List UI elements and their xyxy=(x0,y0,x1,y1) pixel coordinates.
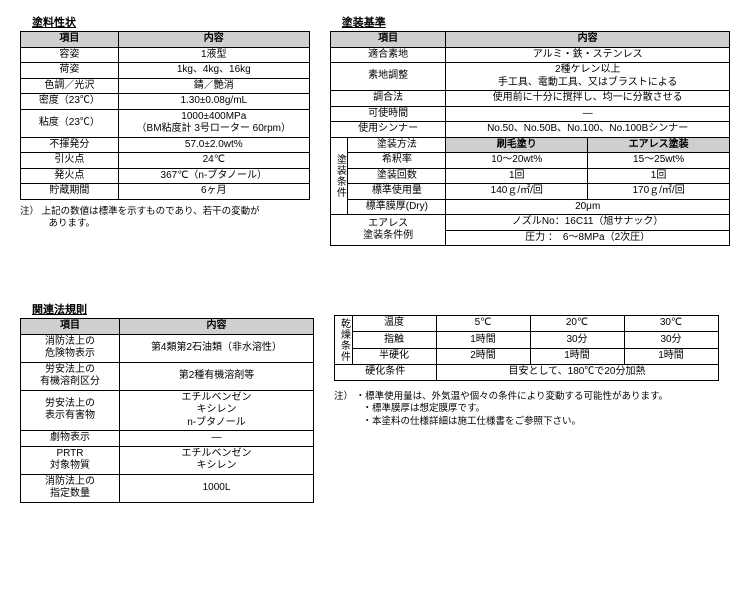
paint-properties-section: 塗料性状 項目内容容姿1液型荷姿1kg、4kg、16kg色調／光沢錆／艶消密度（… xyxy=(20,14,310,231)
row-value: 30分 xyxy=(530,332,624,348)
row-value: 2種ケレン以上手工具、電動工具、又はブラストによる xyxy=(446,63,730,91)
row-value: 第2種有機溶剤等 xyxy=(120,362,314,390)
airless-example-label: エアレス塗装条件例 xyxy=(330,215,446,246)
row-value: 1.30±0.08g/mL xyxy=(118,94,309,110)
row-key: 塗装回数 xyxy=(348,168,446,184)
row-key: 密度（23℃） xyxy=(21,94,119,110)
row-value: エチルベンゼンキシレン xyxy=(120,446,314,474)
paint-properties-table: 項目内容容姿1液型荷姿1kg、4kg、16kg色調／光沢錆／艶消密度（23℃）1… xyxy=(20,31,310,200)
row-value: 24℃ xyxy=(118,153,309,169)
row-value: 第4類第2石油類（非水溶性） xyxy=(120,334,314,362)
row-key: 適合素地 xyxy=(330,47,446,63)
row-key: 色調／光沢 xyxy=(21,78,119,94)
method-airless: エアレス塗装 xyxy=(588,137,730,153)
cure-condition-value: 目安として、180℃で20分加熱 xyxy=(436,365,718,381)
row-value: 使用前に十分に撹拌し、均一に分散させる xyxy=(446,91,730,107)
row-key: 指触 xyxy=(352,332,436,348)
col-header-content: 内容 xyxy=(118,32,309,48)
col-header-item: 項目 xyxy=(330,32,446,48)
drying-conditions-label: 乾燥条件 xyxy=(335,316,353,365)
drying-note: 注） ・標準使用量は、外気温や個々の条件により変動する可能性があります。 ・標準… xyxy=(334,391,719,429)
airless-example-value: ノズルNo：16C11（旭サナック） xyxy=(446,215,730,231)
row-value: アルミ・鉄・ステンレス xyxy=(446,47,730,63)
row-value: 15～25wt% xyxy=(588,153,730,169)
temp-value: 20℃ xyxy=(530,316,624,332)
row-key: 消防法上の指定数量 xyxy=(21,474,120,502)
paint-properties-title: 塗料性状 xyxy=(32,14,310,30)
row-key: 標準使用量 xyxy=(348,184,446,200)
row-key: 可使時間 xyxy=(330,106,446,122)
coating-standard-section: 塗装基準 項目内容適合素地アルミ・鉄・ステンレス素地調整2種ケレン以上手工具、電… xyxy=(330,14,730,246)
row-value: 20μm xyxy=(446,199,730,215)
row-value: 10～20wt% xyxy=(446,153,588,169)
col-header-item: 項目 xyxy=(21,319,120,335)
row-value: 1時間 xyxy=(530,348,624,364)
temp-value: 5℃ xyxy=(436,316,530,332)
row-key: 貯蔵期間 xyxy=(21,184,119,200)
laws-title: 関連法規則 xyxy=(32,301,314,317)
row-key: 劇物表示 xyxy=(21,431,120,447)
row-value: 1000L xyxy=(120,474,314,502)
method-brush: 刷毛塗り xyxy=(446,137,588,153)
col-header-item: 項目 xyxy=(21,32,119,48)
row-value: 1時間 xyxy=(436,332,530,348)
row-value: No.50、No.50B、No.100、No.100Bシンナー xyxy=(446,122,730,138)
row-key: 労安法上の有機溶剤区分 xyxy=(21,362,120,390)
row-value: 1kg、4kg、16kg xyxy=(118,63,309,79)
row-key: 荷姿 xyxy=(21,63,119,79)
row-value: 1000±400MPa（BM粘度計 3号ローター 60rpm） xyxy=(118,109,309,137)
cure-condition-key: 硬化条件 xyxy=(335,365,437,381)
row-value: 170ｇ/㎡/回 xyxy=(588,184,730,200)
row-key: 労安法上の表示有害物 xyxy=(21,390,120,431)
row-key: 引火点 xyxy=(21,153,119,169)
coating-conditions-label: 塗装条件 xyxy=(330,137,348,215)
col-header-content: 内容 xyxy=(446,32,730,48)
row-value: 6ヶ月 xyxy=(118,184,309,200)
drying-table: 乾燥条件温度5℃20℃30℃指触1時間30分30分半硬化2時間1時間1時間硬化条… xyxy=(334,315,719,381)
coating-standard-table: 項目内容適合素地アルミ・鉄・ステンレス素地調整2種ケレン以上手工具、電動工具、又… xyxy=(330,31,730,246)
row-key: 調合法 xyxy=(330,91,446,107)
paint-properties-note: 注） 上記の数値は標準を示すものであり、若干の変動が あります。 xyxy=(20,206,295,232)
col-header-temp: 温度 xyxy=(352,316,436,332)
row-value: 錆／艶消 xyxy=(118,78,309,94)
row-value: 1回 xyxy=(446,168,588,184)
row-key: 発火点 xyxy=(21,168,119,184)
row-value: 1液型 xyxy=(118,47,309,63)
row-value: 1回 xyxy=(588,168,730,184)
laws-section: 関連法規則 項目内容消防法上の危険物表示第4類第2石油類（非水溶性）労安法上の有… xyxy=(20,301,314,503)
row-key: 標準膜厚(Dry) xyxy=(348,199,446,215)
row-key: 希釈率 xyxy=(348,153,446,169)
row-value: 2時間 xyxy=(436,348,530,364)
row-value: 57.0±2.0wt% xyxy=(118,137,309,153)
row-value: ― xyxy=(120,431,314,447)
row-key: 不揮発分 xyxy=(21,137,119,153)
drying-section: 乾燥条件温度5℃20℃30℃指触1時間30分30分半硬化2時間1時間1時間硬化条… xyxy=(334,315,719,429)
airless-example-value: 圧力 ： 6～8MPa（2次圧） xyxy=(446,230,730,246)
temp-value: 30℃ xyxy=(624,316,718,332)
row-key: 容姿 xyxy=(21,47,119,63)
row-value: 30分 xyxy=(624,332,718,348)
row-key: 半硬化 xyxy=(352,348,436,364)
row-value: ― xyxy=(446,106,730,122)
row-key: PRTR対象物質 xyxy=(21,446,120,474)
row-value: 1時間 xyxy=(624,348,718,364)
row-key: 消防法上の危険物表示 xyxy=(21,334,120,362)
row-key: 粘度（23℃） xyxy=(21,109,119,137)
coating-standard-title: 塗装基準 xyxy=(342,14,730,30)
laws-table: 項目内容消防法上の危険物表示第4類第2石油類（非水溶性）労安法上の有機溶剤区分第… xyxy=(20,318,314,503)
row-value: エチルベンゼンキシレンn-ブタノール xyxy=(120,390,314,431)
row-key: 使用シンナー xyxy=(330,122,446,138)
row-value: 140ｇ/㎡/回 xyxy=(446,184,588,200)
row-key: 素地調整 xyxy=(330,63,446,91)
row-key: 塗装方法 xyxy=(348,137,446,153)
col-header-content: 内容 xyxy=(120,319,314,335)
row-value: 367℃（n-ブタノール） xyxy=(118,168,309,184)
